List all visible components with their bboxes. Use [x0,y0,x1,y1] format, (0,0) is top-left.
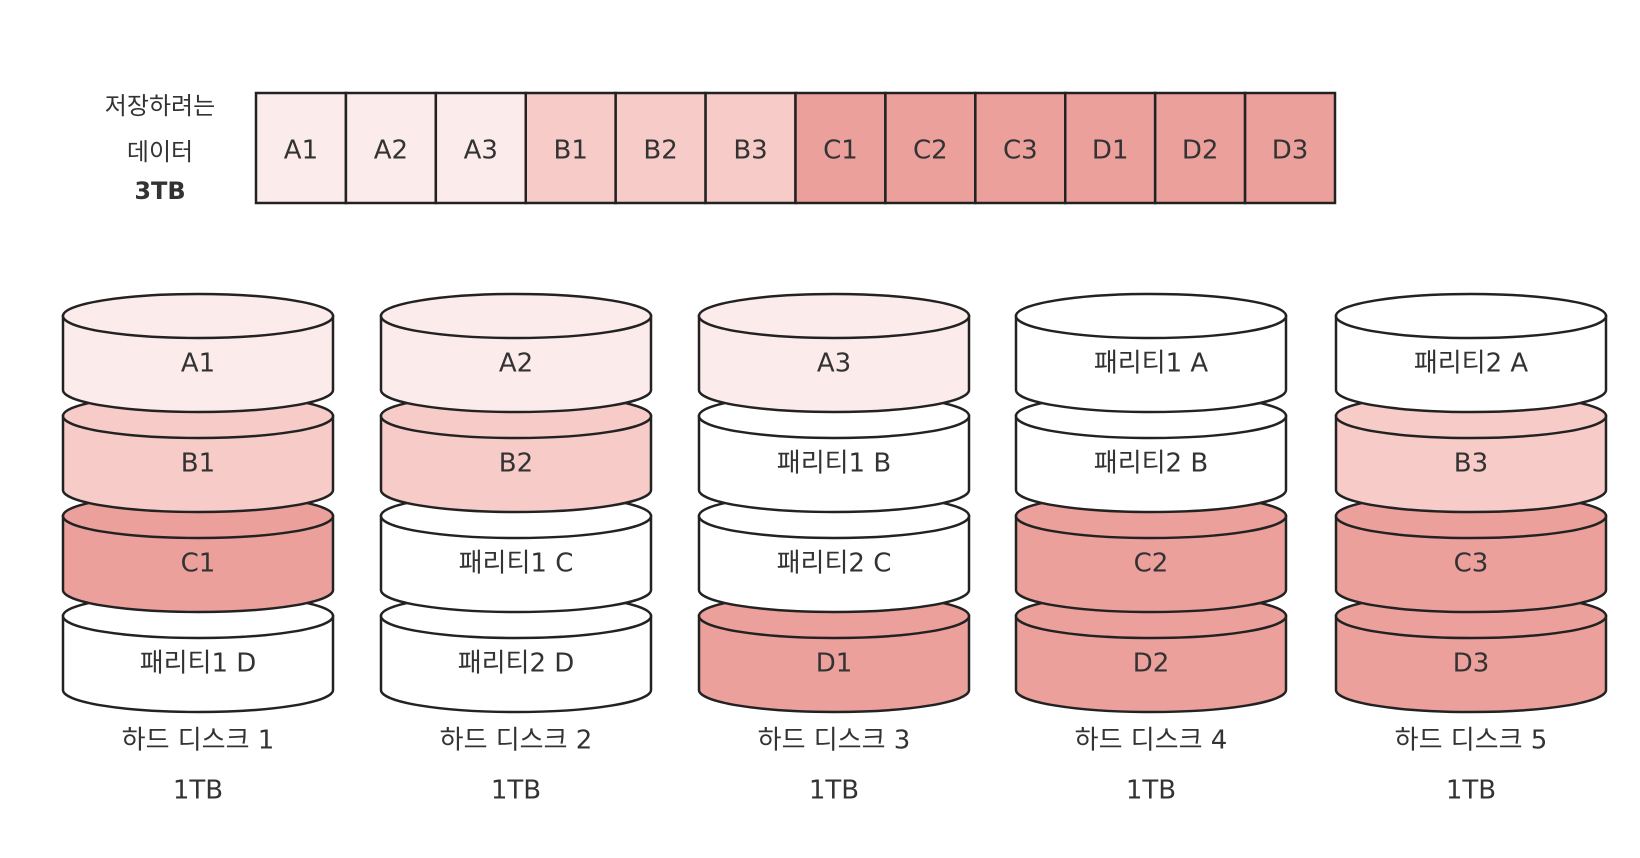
disk-segment-label: 패리티1 D [140,649,257,679]
data-block-a1: A1 [254,91,348,205]
data-block-d3: D3 [1243,91,1337,205]
disk-segment-label: 패리티1 C [459,549,574,579]
data-size: 3TB [134,177,186,205]
disk-capacity: 1TB [809,776,859,806]
data-block-c2: C2 [884,91,977,205]
disk-segment-label: D3 [1453,649,1490,679]
data-block-label: A3 [464,136,498,166]
data-block-label: B1 [554,136,588,166]
disk-segment-label: A3 [817,349,851,379]
data-block-d2: D2 [1153,91,1247,205]
disk-segment-label: B1 [181,449,215,479]
disk-segment: 패리티1 A [1014,292,1288,414]
disk-name: 하드 디스크 4 [1075,726,1228,756]
disk-capacity: 1TB [1126,776,1176,806]
disk-segment-label: B2 [499,449,533,479]
data-label-line2: 데이터 [126,138,194,166]
hard-disk-5: D3 C3 B3 패리티2 A 하드 디스크 5 1TB [1334,292,1608,806]
disk-name: 하드 디스크 1 [122,726,275,756]
disk-segment-label: B3 [1454,449,1488,479]
disk-capacity: 1TB [491,776,541,806]
disk-segment-label: A1 [181,349,215,379]
data-block-b1: B1 [524,91,617,205]
disk-name: 하드 디스크 3 [758,726,911,756]
disk-segment: A2 [379,292,653,414]
disk-segment: 패리티2 A [1334,292,1608,414]
data-block-b2: B2 [614,91,707,205]
disk-segment-label: D2 [1133,649,1170,679]
data-block-d1: D1 [1064,91,1157,205]
data-block-label: A1 [284,136,318,166]
data-block-label: C2 [913,136,948,166]
disk-segment-label: 패리티2 B [1094,449,1208,479]
disk-segment-label: 패리티2 C [777,549,892,579]
disk-segment-label: C2 [1134,549,1169,579]
data-block-c3: C3 [974,91,1067,205]
hard-disk-3: D1 패리티2 C 패리티1 B A3 하드 디스크 3 1TB [697,292,971,806]
data-block-label: B2 [643,136,677,166]
data-block-label: C1 [823,136,858,166]
disk-segment-label: C3 [1454,549,1489,579]
hard-disk-2: 패리티2 D 패리티1 C B2 A2 하드 디스크 2 1TB [379,292,653,806]
data-block-label: A2 [374,136,408,166]
data-block-label: D3 [1272,136,1309,166]
disk-segment-label: C1 [181,549,216,579]
disk-segment: A3 [697,292,971,414]
disk-segment-label: 패리티2 D [458,649,575,679]
data-block-a2: A2 [344,91,438,205]
disk-segment-label: 패리티1 B [777,449,891,479]
disk-segment-label: 패리티2 A [1414,349,1529,379]
disk-segment-label: 패리티1 A [1094,349,1209,379]
data-block-label: D1 [1092,136,1129,166]
data-block-label: B3 [733,136,767,166]
data-block-a3: A3 [434,91,528,205]
disk-capacity: 1TB [173,776,223,806]
data-block-c1: C1 [794,91,887,205]
data-block-b3: B3 [704,91,797,205]
disk-segment-label: A2 [499,349,533,379]
disk-name: 하드 디스크 5 [1395,726,1548,756]
data-label-line1: 저장하려는 [104,92,216,120]
data-block-label: D2 [1182,136,1219,166]
hard-disk-1: 패리티1 D C1 B1 A1 하드 디스크 1 1TB [61,292,335,806]
disk-capacity: 1TB [1446,776,1496,806]
disk-name: 하드 디스크 2 [440,726,593,756]
disk-segment: A1 [61,292,335,414]
data-block-label: C3 [1003,136,1038,166]
disk-segment-label: D1 [816,649,853,679]
hard-disk-4: D2 C2 패리티2 B 패리티1 A 하드 디스크 4 1TB [1014,292,1288,806]
